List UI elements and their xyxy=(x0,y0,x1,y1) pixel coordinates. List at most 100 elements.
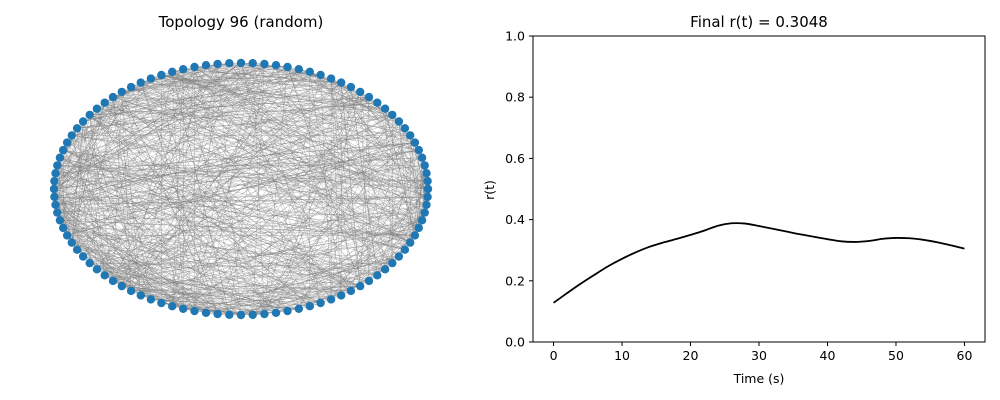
network-edge xyxy=(59,220,218,315)
network-node xyxy=(316,298,325,308)
network-edge xyxy=(377,204,427,276)
network-edge xyxy=(150,78,242,316)
x-tick-label: 0 xyxy=(550,348,558,363)
network-node xyxy=(62,231,72,240)
network-edge xyxy=(205,64,425,166)
network-edge xyxy=(340,82,361,287)
network-edge xyxy=(89,262,386,270)
network-edge xyxy=(55,172,361,287)
network-edge xyxy=(67,142,419,229)
network-node xyxy=(146,74,156,83)
network-node xyxy=(271,60,281,70)
network-node xyxy=(283,62,292,72)
network-edge xyxy=(59,102,105,221)
network-edge xyxy=(59,69,184,221)
network-edge xyxy=(264,66,288,315)
network-node xyxy=(85,258,94,268)
network-node xyxy=(168,302,177,311)
network-node xyxy=(117,87,127,97)
network-edge xyxy=(89,114,277,313)
network-edge xyxy=(55,86,351,206)
network-node xyxy=(236,58,246,68)
network-edge xyxy=(54,157,423,182)
network-node xyxy=(126,82,136,92)
network-edge xyxy=(161,74,332,300)
network-node xyxy=(157,298,166,308)
network-edge xyxy=(377,102,416,236)
network-edge xyxy=(89,114,132,291)
network-edge xyxy=(89,204,427,264)
network-node xyxy=(283,306,292,316)
network-edge xyxy=(309,71,393,116)
network-edge xyxy=(172,305,288,312)
network-edge xyxy=(53,188,123,287)
network-edge xyxy=(252,173,427,315)
network-edge xyxy=(150,78,419,229)
network-edge xyxy=(59,220,230,316)
network-edge xyxy=(104,102,253,315)
network-edge xyxy=(55,172,428,182)
network-node xyxy=(248,59,257,68)
network-edge xyxy=(217,69,300,315)
network-node xyxy=(248,310,257,319)
network-node xyxy=(316,70,325,80)
network-node xyxy=(225,310,234,319)
network-edge xyxy=(418,157,423,228)
network-edge xyxy=(54,62,253,198)
network-edge xyxy=(96,220,423,270)
network-edge xyxy=(121,91,299,309)
network-edge xyxy=(55,204,310,307)
network-edge xyxy=(71,157,423,243)
network-edge xyxy=(71,242,90,264)
network-edge xyxy=(57,66,288,166)
network-graph xyxy=(49,58,433,320)
network-edge xyxy=(55,149,419,206)
network-edge xyxy=(54,196,423,221)
network-edge xyxy=(104,114,393,276)
network-edge xyxy=(217,63,321,76)
network-edge xyxy=(63,227,361,287)
network-edge xyxy=(104,102,411,243)
network-edge xyxy=(57,96,370,166)
network-node xyxy=(305,302,314,311)
network-edge xyxy=(171,71,265,315)
network-edge xyxy=(63,69,184,229)
network-edge xyxy=(54,196,427,206)
network-edge xyxy=(53,188,361,287)
y-axis-label: r(t) xyxy=(482,180,497,200)
network-edge xyxy=(275,87,352,313)
network-node xyxy=(78,117,88,126)
network-edge xyxy=(112,63,253,282)
network-node xyxy=(394,252,404,261)
network-edge xyxy=(330,188,429,300)
network-edge xyxy=(172,305,207,314)
plot-area-frame xyxy=(532,35,986,343)
network-edge xyxy=(240,62,311,307)
network-edge xyxy=(53,114,393,190)
network-edge xyxy=(131,86,429,190)
network-node xyxy=(364,276,374,286)
network-node xyxy=(260,309,269,319)
network-edge xyxy=(59,91,122,158)
network-node xyxy=(294,65,303,74)
x-tick-label: 10 xyxy=(614,348,630,363)
network-edge xyxy=(89,114,405,250)
network-edge xyxy=(57,165,428,182)
network-edge xyxy=(140,204,427,296)
network-edge xyxy=(252,269,386,316)
network-edge xyxy=(63,227,415,236)
network-edge xyxy=(82,121,105,276)
network-node xyxy=(337,291,346,300)
network-edge xyxy=(161,256,399,304)
network-node xyxy=(373,98,382,107)
network-edge xyxy=(71,242,230,316)
network-edge xyxy=(205,280,370,314)
network-node xyxy=(236,310,246,320)
network-edge xyxy=(55,172,288,312)
network-edge xyxy=(55,114,393,206)
network-edge xyxy=(171,63,218,307)
network-edge xyxy=(104,102,406,250)
network-edge xyxy=(89,114,310,307)
y-tick-label: 0.4 xyxy=(505,212,525,227)
network-node xyxy=(146,295,156,304)
